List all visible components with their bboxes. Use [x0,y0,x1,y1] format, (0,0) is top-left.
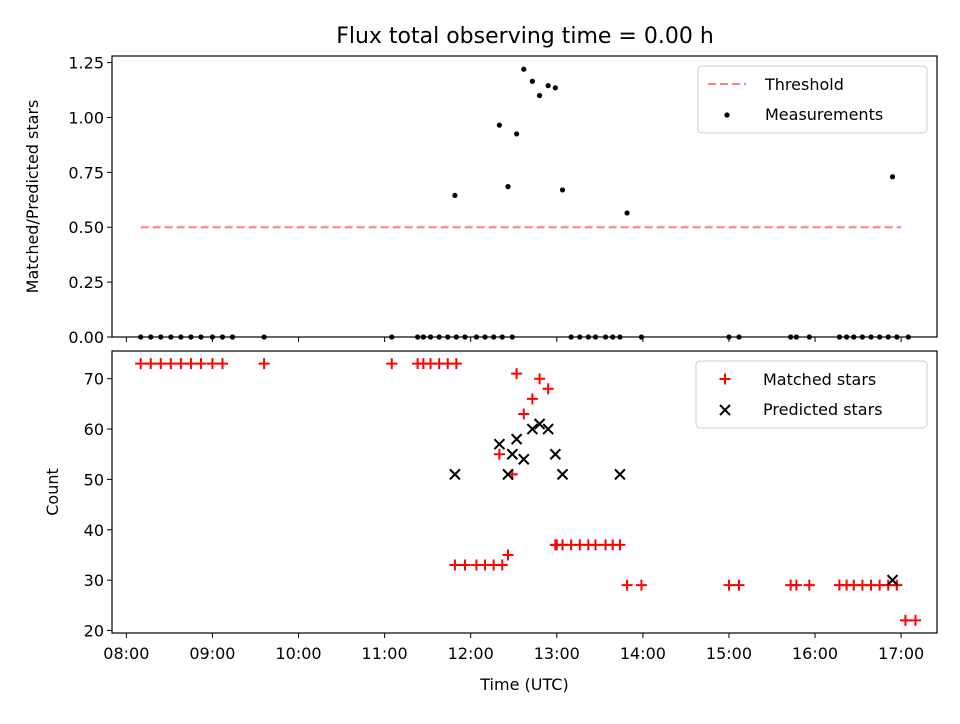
y-tick-label: 0.00 [68,328,104,347]
y-tick-label: 40 [84,521,104,540]
x-tick-label: 16:00 [792,644,838,663]
top-legend: Threshold Measurements [697,65,928,134]
matched-star-point [526,393,538,405]
predicted-star-point [449,468,461,481]
y-axis-label: Matched/Predicted stars [23,100,42,294]
matched-star-point [635,579,647,591]
measurement-point [889,174,896,180]
axes-frame [111,350,938,634]
matched-star-point [899,614,911,626]
y-tick-label: 30 [84,571,104,590]
bottom-legend: Matched stars Predicted stars [695,360,928,429]
measurement-point [529,78,535,84]
y-tick-label: 0.25 [68,273,104,292]
measurement-point [552,85,558,91]
matched-star-point [534,373,546,385]
legend-box [695,360,928,429]
measurement-point [624,210,630,216]
matched-star-point [165,358,177,370]
matched-star-point [511,368,523,380]
y-tick-label: 70 [84,370,104,389]
matched-star-point [723,579,735,591]
matched-star-point [459,559,471,571]
x-tick-label: 17:00 [878,644,924,663]
matched-star-point [450,358,462,370]
x-tick-label: 11:00 [362,644,408,663]
x-tick-label: 10:00 [275,644,321,663]
matched-star-point [206,358,218,370]
matched-star-point [493,448,505,460]
measurement-point [452,192,458,199]
predicted-star-point [526,423,539,435]
legend-measurements-swatch [724,112,730,118]
measurement-point [496,122,502,128]
predicted-star-point [886,574,899,586]
matched-star-point [195,358,207,370]
matched-star-point [590,539,602,551]
measurement-point [545,83,551,89]
y-tick-label: 20 [84,621,104,640]
figure-title: Flux total observing time = 0.00 h [336,24,714,49]
y-tick-label: 50 [84,470,104,489]
legend-matched-label: Matched stars [763,370,876,389]
x-tick-label: 12:00 [448,644,494,663]
matched-star-point [803,579,815,591]
matched-star-point [614,539,626,551]
legend-predicted-label: Predicted stars [763,400,883,419]
matched-star-point [185,358,197,370]
legend-measurements-label: Measurements [765,105,883,124]
x-tick-label: 09:00 [189,644,235,663]
matched-star-point [502,549,514,561]
measurement-point [521,66,527,72]
matched-star-point [518,408,530,420]
matched-star-point [135,358,147,370]
measurement-point [559,187,566,193]
axes-frame [111,55,938,338]
y-tick-label: 0.50 [68,218,104,237]
top-panel: 0.00 0.25 0.50 0.75 1.00 1.25 Matched/Predicte… [23,54,938,347]
predicted-star-point [549,448,562,460]
x-tick-label: 13:00 [534,644,580,663]
measurement-point [514,131,520,137]
y-tick-label: 1.00 [68,108,104,127]
matched-star-point [216,358,228,370]
predicted-star-point [556,468,569,481]
matched-star-point [258,358,270,370]
matched-star-point [542,383,554,395]
measurement-point [505,184,511,190]
x-axis-label: Time (UTC) [479,675,568,694]
predicted-star-point [542,423,554,435]
x-tick-label: 08:00 [103,644,149,663]
predicted-star-point [506,448,519,460]
legend-threshold-label: Threshold [764,75,844,94]
bottom-panel: 20 30 40 50 60 70 Count 08:00 09:00 10:00 11:00 12:… [43,350,938,694]
legend-predicted-swatch [719,404,731,416]
matched-star-point [733,579,745,591]
x-tick-label: 15:00 [706,644,752,663]
matched-star-point [386,358,398,370]
y-tick-label: 60 [84,420,104,439]
y-axis-label: Count [43,468,62,516]
predicted-star-point [614,468,626,481]
legend-box [697,65,928,134]
matched-star-point [449,559,461,571]
predicted-star-point [510,433,523,445]
predicted-star-point [493,438,506,450]
x-tick-label: 14:00 [620,644,666,663]
matched-star-point [790,579,802,591]
matched-star-point [175,358,187,370]
y-tick-label: 1.25 [68,54,104,73]
y-tick-label: 0.75 [68,163,104,182]
legend-matched-swatch [719,373,731,385]
matched-star-point [496,559,508,571]
matched-star-point [155,358,167,370]
measurement-point [536,92,543,99]
predicted-star-point [502,468,514,481]
matched-star-point [145,358,157,370]
matched-star-point [909,614,921,626]
predicted-star-point [518,453,530,465]
predicted-star-point [533,418,546,430]
matched-star-point [621,579,633,591]
